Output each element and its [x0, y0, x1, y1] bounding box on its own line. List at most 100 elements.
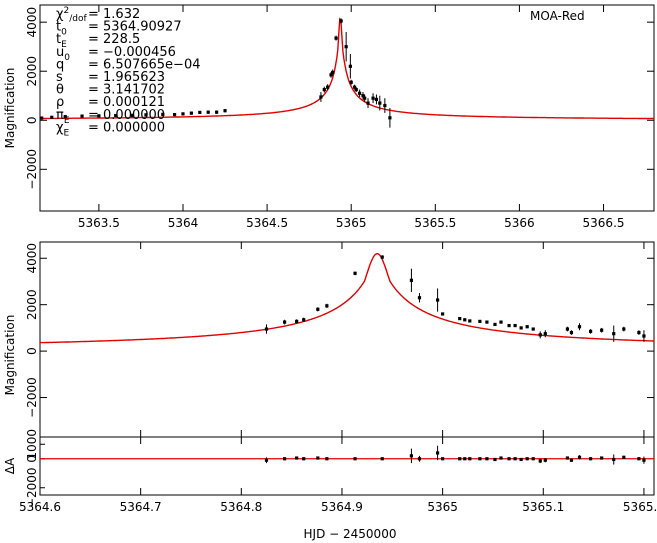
data-point	[441, 457, 445, 461]
middle-axis-ticks: −2000 0 2000 4000	[25, 242, 654, 437]
y-tick-label: 0	[25, 116, 39, 124]
data-point	[97, 114, 101, 118]
data-point	[622, 327, 626, 331]
y-tick-label: −2000	[25, 377, 39, 418]
data-point	[485, 320, 489, 324]
middle-ylabel: Magnification	[3, 315, 17, 396]
data-point	[531, 327, 535, 331]
data-point	[458, 457, 462, 461]
data-point	[352, 85, 357, 89]
data-point	[513, 323, 517, 328]
data-point	[371, 96, 375, 100]
data-point	[50, 115, 54, 119]
data-point	[493, 457, 497, 462]
data-point	[181, 112, 185, 116]
data-point	[417, 296, 422, 300]
data-point	[329, 73, 333, 77]
residual-axis-ticks: 5364.6 5364.7 5364.8 5364.9 5365 5365.1 5365.2…	[19, 429, 657, 514]
data-point	[348, 64, 352, 68]
data-point	[409, 454, 414, 458]
param-name: q	[56, 57, 64, 72]
param-name: s	[56, 70, 63, 85]
data-point	[331, 70, 335, 75]
data-point	[161, 112, 165, 116]
top-ylabel: Magnification	[3, 68, 17, 149]
data-point	[172, 113, 177, 117]
data-point	[383, 103, 387, 108]
middle-model-curve	[39, 253, 654, 344]
data-point	[642, 458, 646, 462]
param-name: tE	[56, 32, 67, 50]
param-value: = 228.5	[88, 32, 140, 47]
x-tick-label: 5364.9	[321, 500, 363, 514]
data-point	[417, 457, 422, 461]
data-point	[325, 304, 329, 308]
data-point	[326, 85, 330, 89]
data-point	[353, 271, 357, 275]
data-point	[353, 457, 357, 461]
data-point	[339, 19, 343, 23]
y-tick-label: 1000	[25, 429, 39, 460]
x-tick-label: 5365	[336, 216, 367, 230]
data-point	[264, 327, 269, 331]
residual-panel-frame	[39, 436, 655, 496]
data-point	[538, 333, 542, 337]
x-tick-label: 5364.6	[19, 500, 61, 514]
param-value: = 0.000000	[88, 108, 165, 123]
top-axis-ticks: 5363.5 5364 5364.5 5365 5365.5 5366 5366.5 −200…	[25, 5, 654, 230]
data-point	[363, 96, 367, 100]
data-point	[600, 328, 604, 332]
data-point	[40, 116, 44, 120]
data-point	[435, 451, 440, 455]
data-point	[612, 457, 616, 462]
y-tick-label: 2000	[25, 289, 39, 320]
data-point	[388, 116, 392, 120]
data-point	[264, 458, 269, 462]
param-value: = 0.000121	[88, 95, 165, 110]
data-point	[354, 88, 358, 92]
x-tick-label: 5364.5	[246, 216, 288, 230]
data-point	[114, 114, 118, 118]
data-point	[519, 457, 523, 462]
y-tick-label: −2000	[25, 467, 39, 508]
x-tick-label: 5364.8	[220, 500, 262, 514]
data-point	[282, 457, 287, 461]
data-point	[565, 327, 570, 331]
data-point	[622, 455, 626, 459]
data-point	[198, 110, 202, 115]
residual-ylabel: ΔA	[3, 457, 17, 474]
data-point	[569, 458, 574, 462]
data-point	[478, 457, 482, 461]
data-point	[525, 457, 529, 461]
model-curve	[40, 17, 654, 120]
data-point	[361, 94, 365, 98]
param-value: = 6.507665e−04	[88, 57, 201, 72]
data-point	[513, 457, 517, 461]
y-tick-label: 4000	[25, 243, 39, 274]
data-point	[499, 456, 503, 460]
param-value: = 3.141702	[88, 83, 165, 98]
top-data-points	[40, 18, 392, 128]
data-point	[334, 36, 338, 40]
data-point	[531, 457, 535, 461]
data-point	[493, 322, 497, 327]
data-point	[577, 455, 582, 459]
data-point	[63, 114, 67, 119]
data-point	[600, 456, 604, 460]
param-name: ρ	[56, 95, 64, 110]
param-sub: /dof	[69, 14, 87, 24]
data-point	[588, 457, 593, 461]
data-point	[458, 317, 462, 321]
top-model-curve	[40, 17, 654, 120]
data-point	[223, 109, 227, 113]
data-point	[569, 330, 574, 335]
param-sub: 0	[61, 28, 67, 38]
param-sub: E	[64, 116, 70, 126]
data-point	[468, 319, 472, 323]
x-tick-label: 5366	[504, 216, 535, 230]
data-point	[316, 307, 320, 311]
x-tick-label: 5365	[427, 500, 458, 514]
data-point	[325, 457, 329, 461]
data-point	[409, 278, 414, 282]
